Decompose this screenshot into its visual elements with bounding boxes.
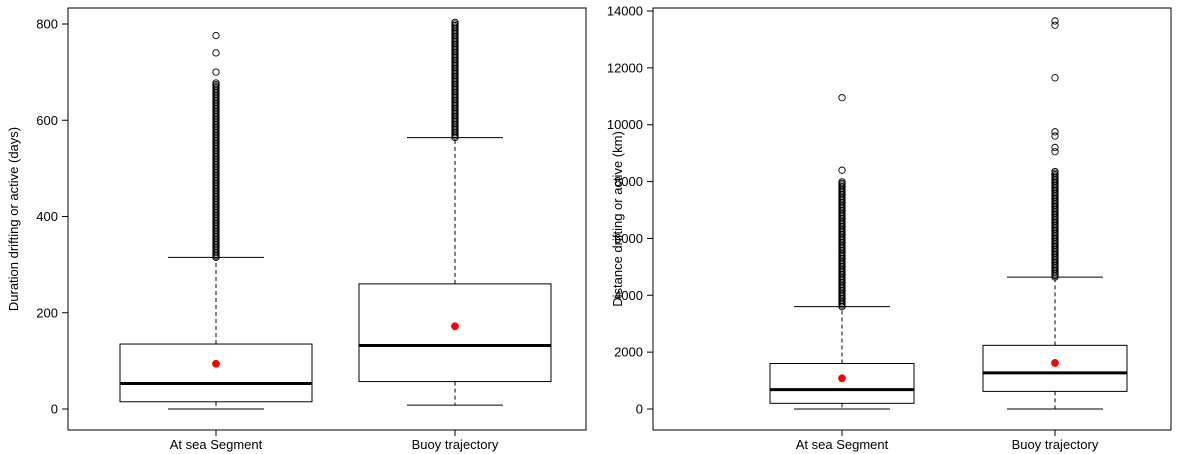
box-2: Buoy trajectory [358,18,552,452]
y-tick-label: 6000 [614,231,643,246]
x-tick-label: Buoy trajectory [412,437,499,452]
mean-point [451,322,459,331]
y-tick-label: 0 [636,402,643,417]
outlier-point [212,79,220,87]
outlier-point [1051,21,1059,29]
y-tick-label: 2000 [614,345,643,360]
iqr-box [119,343,313,403]
outlier-point [212,31,220,40]
y-axis-label: Duration drifting or active (days) [6,127,21,311]
x-tick-label: At sea Segment [796,437,889,452]
outlier-point [1051,167,1059,176]
y-tick-label: 8000 [614,174,643,189]
outlier-point [838,94,846,102]
outlier-point [838,178,846,186]
outliers [451,18,459,142]
outlier-point [1051,148,1059,156]
y-tick-label: 12000 [607,60,643,75]
iqr-box [769,363,915,404]
chart-panel-1: 0 200 400 600 800 Duration drifting or active… [6,7,587,452]
y-tick-label: 14000 [607,4,643,19]
outlier-point [451,18,459,27]
y-tick-label: 0 [51,402,58,417]
outliers [838,94,846,311]
x-tick-label: Buoy trajectory [1012,437,1099,452]
chart-panel-2: 0 2000 4000 6000 8000 10000 12000 14000 Distance… [607,4,1172,452]
y-tick-label: 600 [36,113,58,128]
y-axis-label: Distance drifting or active (km) [610,131,625,307]
outliers [212,31,220,262]
mean-point [212,359,220,368]
box-2: Buoy trajectory [982,17,1128,452]
box-1: At sea Segment [769,94,915,452]
outlier-point [1051,128,1059,136]
y-tick-label: 10000 [607,117,643,132]
mean-point [1051,359,1059,367]
outlier-point [212,68,220,76]
iqr-box [982,344,1128,392]
outlier-point [838,166,846,174]
outliers [1051,17,1059,281]
mean-point [838,374,846,383]
y-tick-label: 4000 [614,288,643,303]
iqr-box [358,283,552,383]
box-1: At sea Segment [119,31,313,452]
x-tick-label: At sea Segment [170,437,263,452]
outlier-point [1051,17,1059,25]
outlier-point [1051,132,1059,140]
outlier-point [212,49,220,57]
plot-frame [67,7,587,431]
y-tick-label: 200 [36,305,58,320]
y-tick-label: 800 [36,17,58,32]
y-tick-label: 400 [36,209,58,224]
plot-frame [652,7,1172,431]
outlier-point [1051,74,1059,82]
outlier-point [1051,143,1059,152]
